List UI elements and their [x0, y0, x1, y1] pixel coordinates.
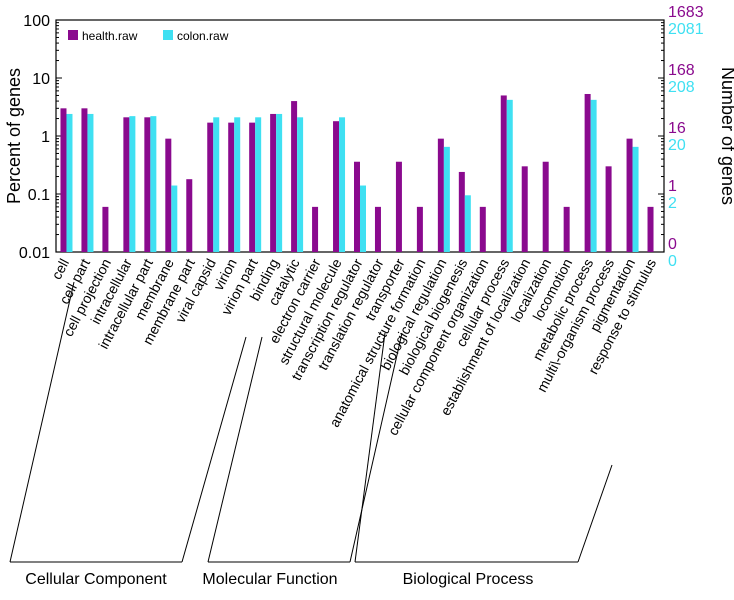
bar-colon — [150, 116, 157, 252]
y2-axis-title: Number of genes — [718, 67, 734, 205]
bar-health — [437, 138, 444, 252]
group-label: Molecular Function — [202, 571, 337, 588]
bar-health — [584, 93, 591, 252]
bar-health — [165, 138, 172, 252]
y2-tick-label-health: 1 — [668, 178, 677, 195]
y-tick-label: 10 — [32, 71, 50, 88]
bar-health — [521, 166, 528, 252]
bar-colon — [66, 113, 73, 252]
group-label: Biological Process — [403, 571, 534, 588]
group-bracket-left — [354, 332, 386, 563]
axes-layer: 0.010.11101001683208116820816201200Perce… — [4, 4, 734, 270]
bar-health — [354, 161, 360, 252]
legend-swatch-health — [68, 30, 78, 40]
bar-health — [144, 117, 151, 252]
bar-health — [374, 206, 381, 252]
bar-colon — [590, 99, 597, 253]
y2-tick-label-colon: 2 — [668, 195, 677, 212]
group-bracket-right — [349, 332, 403, 563]
y2-tick-label-colon: 208 — [668, 79, 695, 96]
bar-colon — [297, 117, 304, 252]
groups-layer: Cellular Component Molecular Function Biol… — [9, 281, 613, 588]
y2-tick-label-health: 168 — [668, 62, 695, 79]
bar-colon — [129, 116, 136, 252]
bar-health — [500, 95, 507, 252]
bar-colon — [255, 117, 262, 252]
group-bracket-right — [577, 464, 613, 563]
bar-colon — [360, 185, 366, 252]
bar-health — [458, 171, 465, 252]
y2-tick-label-colon: 20 — [668, 137, 686, 154]
bar-colon — [234, 117, 241, 252]
bar-colon — [339, 117, 346, 252]
legend-swatch-colon — [163, 30, 173, 40]
bar-health — [479, 206, 486, 252]
y2-tick-label-colon: 2081 — [668, 21, 704, 38]
y-tick-label: 0.1 — [28, 187, 50, 204]
legend-label-health: health.raw — [82, 29, 138, 43]
bar-colon — [506, 99, 513, 253]
bars-layer — [60, 93, 654, 253]
y2-tick-label-colon: 0 — [668, 253, 677, 270]
bar-health — [186, 179, 193, 252]
bar-health — [81, 108, 88, 252]
bar-colon — [464, 195, 471, 252]
bar-health — [291, 101, 298, 252]
bar-health — [563, 206, 570, 252]
bar-colon — [213, 117, 220, 252]
bar-health — [249, 122, 256, 252]
y-tick-label: 100 — [23, 13, 50, 30]
bar-colon — [276, 113, 283, 252]
legend-label-colon: colon.raw — [177, 29, 229, 43]
bar-health — [333, 121, 340, 253]
bar-health — [207, 122, 214, 252]
legend: health.raw colon.raw — [68, 29, 229, 43]
bar-health — [102, 206, 109, 252]
y-axis-title: Percent of genes — [4, 68, 24, 204]
bar-health — [542, 161, 549, 252]
group-bracket-left — [9, 281, 75, 563]
bar-health — [123, 117, 130, 252]
y-tick-label: 0.01 — [19, 245, 50, 262]
bar-health — [605, 166, 612, 252]
bar-health — [647, 206, 654, 252]
y-tick-label: 1 — [41, 129, 50, 146]
bar-colon — [632, 146, 639, 252]
y2-tick-label-health: 0 — [668, 236, 677, 253]
bar-colon — [171, 185, 178, 252]
bar-health — [60, 108, 67, 252]
bar-health — [416, 206, 423, 252]
y2-tick-label-health: 1683 — [668, 4, 704, 21]
bar-colon — [87, 113, 94, 252]
bar-health — [312, 206, 319, 252]
group-bracket-right — [181, 336, 247, 563]
bar-health — [270, 113, 277, 252]
y2-tick-label-health: 16 — [668, 120, 686, 137]
bar-health — [626, 138, 633, 252]
bar-health — [228, 122, 235, 252]
group-label: Cellular Component — [25, 571, 167, 588]
bar-colon — [443, 146, 450, 252]
group-bracket-left — [207, 336, 263, 563]
bar-health — [395, 161, 402, 252]
